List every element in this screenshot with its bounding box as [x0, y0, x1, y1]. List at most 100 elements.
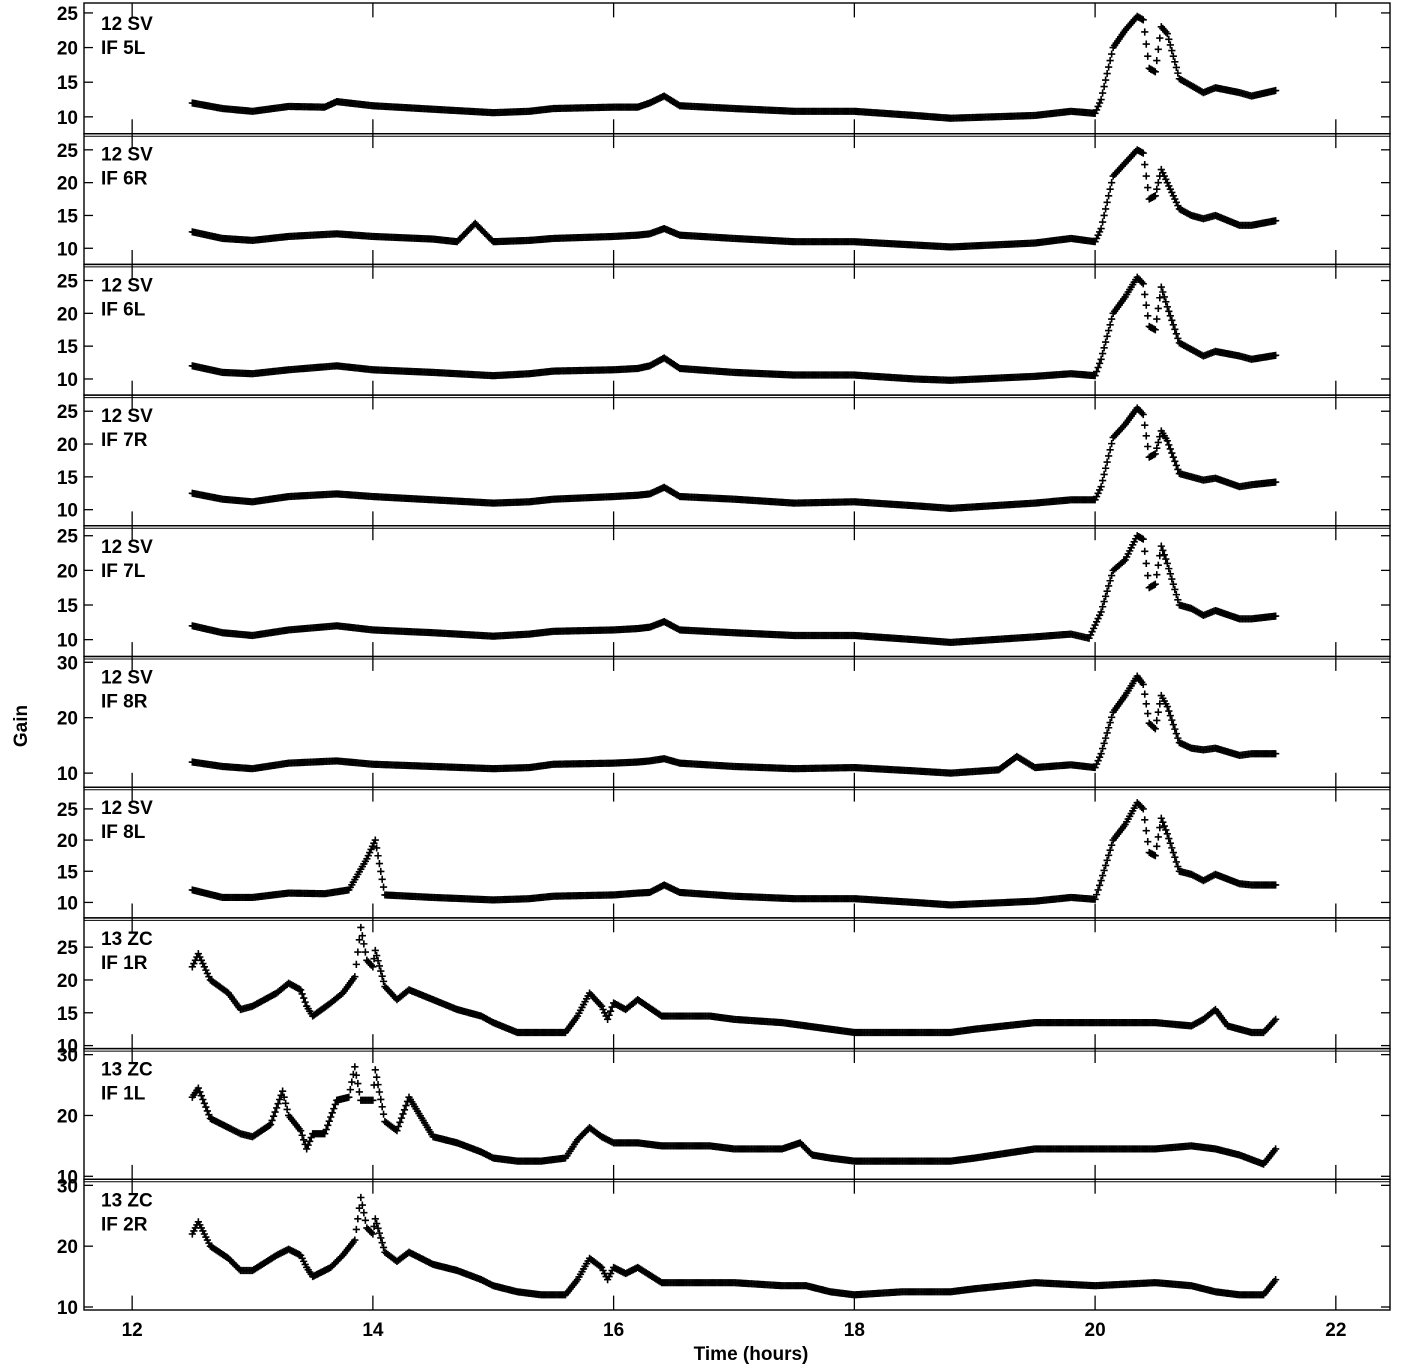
data-point — [1142, 700, 1150, 708]
data-point — [1272, 86, 1280, 95]
y-tick-label: 25 — [57, 272, 79, 293]
data-point — [1144, 442, 1152, 451]
data-point — [1108, 713, 1116, 721]
data-series — [188, 12, 1280, 122]
data-point — [1150, 67, 1158, 75]
y-tick-label: 25 — [57, 141, 79, 162]
data-point — [1151, 68, 1159, 76]
data-point — [1105, 192, 1113, 200]
data-point — [1141, 28, 1149, 36]
data-point — [1165, 307, 1173, 315]
data-point — [1097, 750, 1105, 758]
data-point — [1153, 56, 1161, 65]
data-point — [1163, 303, 1171, 311]
data-point — [1169, 52, 1177, 60]
y-tick-label: 10 — [57, 108, 78, 129]
data-point — [1166, 41, 1174, 49]
data-point — [1165, 707, 1173, 715]
data-point — [1100, 344, 1108, 352]
panel-station-label: 12 SV — [101, 145, 153, 166]
data-series — [188, 532, 1280, 647]
data-point — [1163, 30, 1171, 38]
panel-station-label: 12 SV — [101, 668, 153, 689]
data-point — [1154, 179, 1162, 187]
data-point — [1105, 582, 1113, 590]
data-point — [1169, 721, 1177, 729]
data-point — [1157, 542, 1165, 550]
data-point — [1160, 172, 1168, 180]
panel-station-label: 12 SV — [101, 406, 153, 427]
y-tick-label: 10 — [57, 239, 78, 260]
data-point — [1154, 438, 1162, 447]
data-point — [1151, 192, 1159, 200]
data-point — [1165, 182, 1173, 190]
data-point — [1144, 312, 1152, 320]
data-point — [1159, 169, 1167, 177]
data-point — [1103, 198, 1111, 206]
data-point — [1166, 312, 1174, 320]
data-point — [1165, 35, 1173, 43]
panel-if-label: IF 6L — [101, 299, 146, 320]
data-point — [1168, 449, 1176, 457]
data-series — [188, 273, 1280, 384]
data-point — [1100, 739, 1108, 747]
data-point — [1106, 321, 1114, 329]
data-point — [1103, 729, 1111, 737]
data-point — [1091, 238, 1099, 246]
data-point — [1141, 160, 1149, 169]
data-point — [1166, 570, 1174, 578]
data-point — [1172, 461, 1180, 469]
data-point — [1162, 555, 1170, 563]
panel-frame — [83, 525, 1391, 658]
data-point — [1138, 148, 1146, 156]
data-point — [1105, 63, 1113, 71]
data-point — [1142, 40, 1150, 48]
y-tick-label: 10 — [57, 370, 78, 391]
data-point — [1108, 50, 1116, 58]
data-point — [1097, 355, 1105, 363]
data-point — [1169, 321, 1177, 329]
data-point — [1142, 432, 1150, 440]
y-tick-label: 25 — [57, 527, 79, 548]
data-point — [1108, 179, 1116, 187]
data-point — [1139, 149, 1147, 157]
data-point — [1096, 228, 1104, 236]
panel-station-label: 12 SV — [101, 275, 153, 296]
data-series — [188, 672, 1280, 777]
data-series — [188, 146, 1280, 251]
y-tick-label: 15 — [57, 596, 79, 617]
data-point — [1097, 224, 1105, 233]
data-point — [1172, 730, 1180, 738]
data-point — [1162, 298, 1170, 306]
data-point — [1165, 441, 1173, 449]
data-point — [1103, 587, 1111, 595]
data-point — [1141, 547, 1149, 555]
y-tick-label: 20 — [57, 174, 78, 195]
y-tick-label: 15 — [57, 468, 79, 489]
panel-if-label: IF 7L — [101, 561, 146, 582]
y-tick-label: 20 — [57, 709, 78, 730]
data-point — [1153, 571, 1161, 579]
data-point — [1106, 577, 1114, 585]
y-tick-label: 20 — [57, 831, 78, 852]
panel-if-label: IF 6R — [101, 169, 148, 190]
data-point — [1141, 290, 1149, 299]
panel-station-label: 12 SV — [101, 537, 153, 558]
data-point — [1102, 464, 1110, 472]
y-tick-label: 20 — [57, 39, 78, 60]
data-point — [1166, 445, 1174, 453]
data-point — [1169, 453, 1177, 461]
data-point — [1096, 753, 1104, 761]
data-point — [1138, 15, 1146, 23]
data-point — [1106, 718, 1114, 727]
data-point — [1153, 444, 1161, 452]
data-point — [378, 875, 386, 883]
data-point — [1154, 45, 1162, 53]
data-point — [379, 883, 388, 891]
